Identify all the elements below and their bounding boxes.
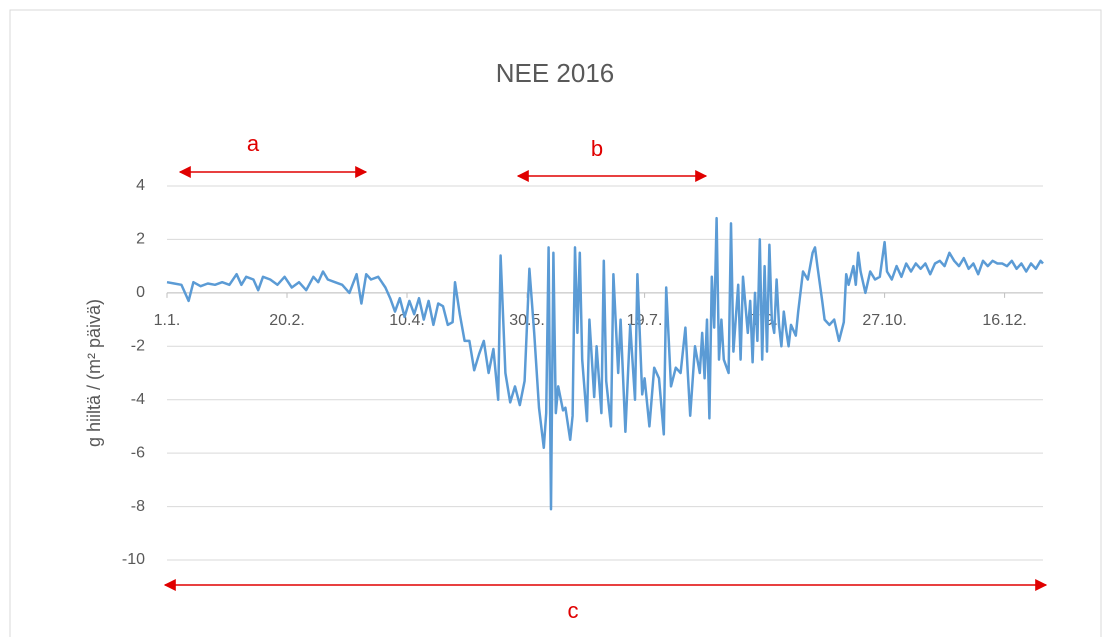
y-tick-label: -2 [131,338,145,355]
y-tick-label: 2 [136,231,145,248]
y-tick-label: 4 [136,177,145,194]
annotation: c [568,598,579,623]
x-tick-label: 20.2. [269,312,305,329]
data-line [166,216,1044,511]
y-tick-label: -6 [131,444,145,461]
x-tick-label: 27.10. [862,312,906,329]
x-tick-label: 16.12. [982,312,1026,329]
y-tick-label: -10 [122,551,145,568]
y-axis-title: g hiiltä / (m² päivä) [84,299,104,447]
y-tick-label: -8 [131,498,145,515]
y-tick-label: 0 [136,284,145,301]
annotation: a [247,131,260,156]
annotation: b [591,136,603,161]
y-tick-label: -4 [131,391,145,408]
chart-title: NEE 2016 [496,58,615,88]
x-tick-label: 10.4. [389,312,425,329]
x-tick-label: 1.1. [154,312,181,329]
x-tick-label: 19.7. [627,312,663,329]
